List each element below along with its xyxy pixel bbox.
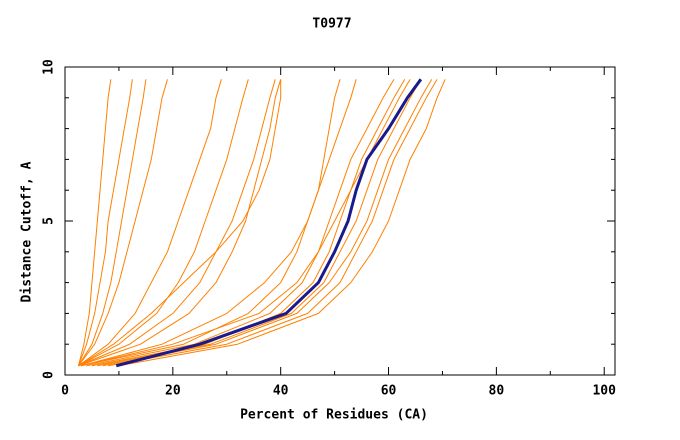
series-line [78, 79, 168, 367]
series-line [78, 79, 282, 367]
y-axis-label: Distance Cutoff, A [20, 161, 35, 302]
chart-title: T0977 [312, 17, 351, 32]
x-tick-label: 0 [61, 384, 69, 399]
series-line [97, 79, 422, 367]
series-line [102, 79, 433, 367]
series-line [78, 79, 222, 367]
series-line [78, 79, 147, 367]
series-line [81, 79, 411, 367]
x-tick-label: 40 [273, 384, 289, 399]
y-tick-label: 10 [42, 59, 57, 75]
series-line [78, 79, 249, 367]
x-tick-label: 80 [489, 384, 505, 399]
x-tick-label: 60 [381, 384, 397, 399]
series-line [77, 79, 112, 366]
x-axis-label: Percent of Residues (CA) [240, 408, 428, 423]
series-line [81, 79, 341, 367]
y-tick-label: 0 [42, 371, 57, 379]
x-tick-label: 20 [165, 384, 181, 399]
series-line [118, 79, 446, 367]
series-line [78, 79, 133, 366]
series-line [81, 79, 357, 367]
y-tick-label: 5 [42, 217, 57, 225]
series-line [86, 79, 395, 367]
series-line [115, 78, 423, 368]
x-tick-label: 100 [592, 384, 616, 399]
series-line [108, 79, 438, 367]
series-line [78, 79, 282, 367]
series-line [78, 79, 276, 367]
